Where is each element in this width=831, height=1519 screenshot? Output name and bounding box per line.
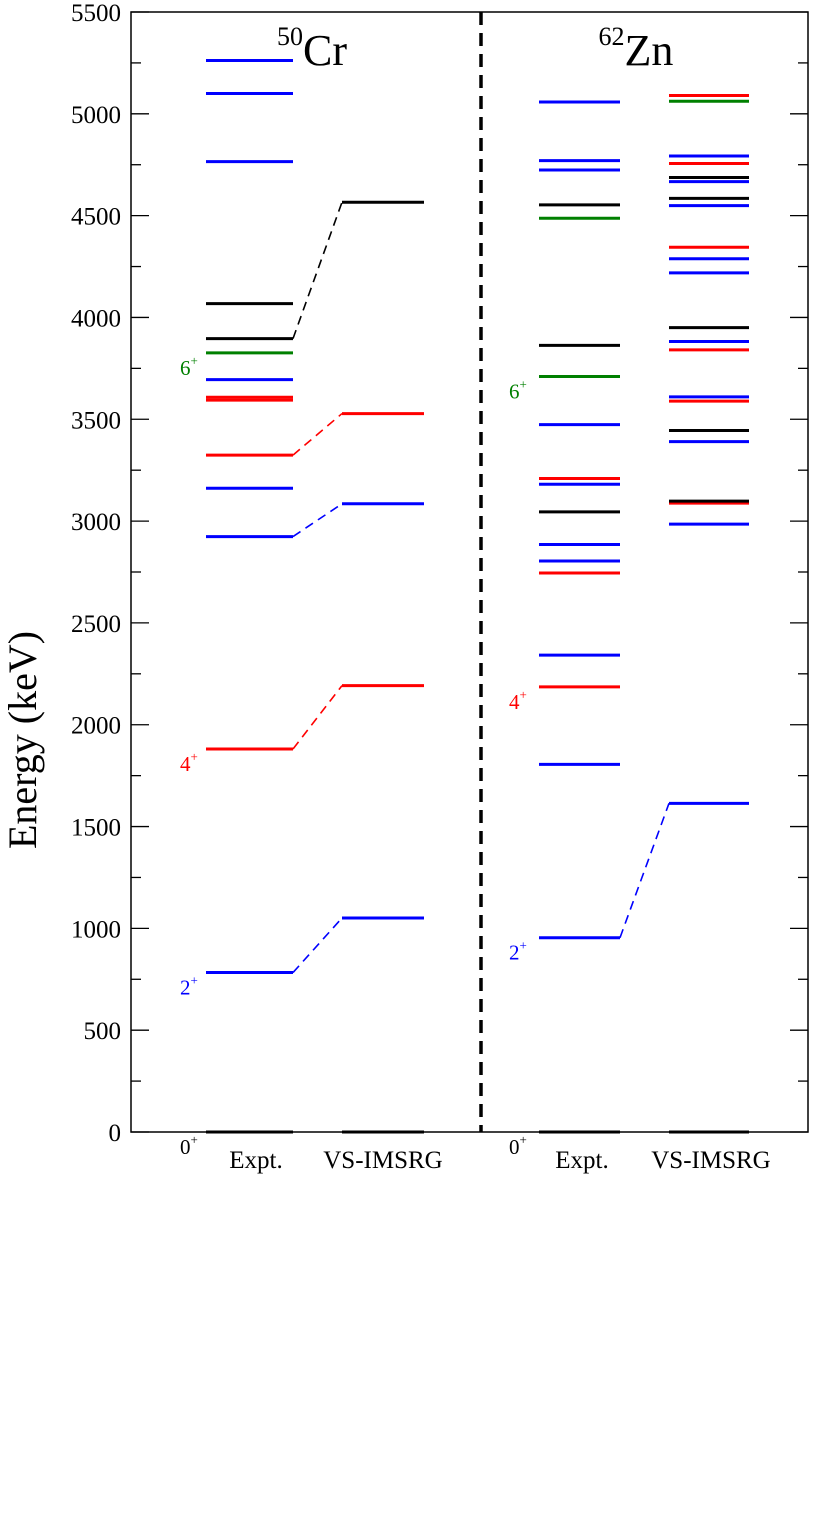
marks-group: 50Cr Expt. VS-IMSRG 0+ 2+ 4+ 6+ 62Zn Expt. VS-IMS… [180,22,771,1174]
y-tick-label: 2500 [71,611,121,638]
y-axis-label: Energy (keV) [0,631,45,849]
nucleus-label: 50Cr [277,22,347,75]
y-tick-label: 5500 [71,0,121,27]
spin-label: 6+ [180,353,198,380]
axes-group: 0 500 1000 1500 2000 2500 3000 3500 4000 4500 5000… [71,0,809,1147]
column-label: VS-IMSRG [323,1147,442,1174]
y-tick-label: 5000 [71,102,121,129]
column-label: Expt. [555,1147,608,1174]
connector-line [292,503,343,538]
y-tick-label: 1000 [71,916,121,943]
spin-label: 2+ [509,938,527,965]
spin-label: 4+ [180,749,198,776]
connector-line [292,412,343,456]
spin-label: 0+ [509,1132,527,1159]
y-tick-label: 3000 [71,509,121,536]
connector-line [292,685,343,750]
column-label: Expt. [229,1147,282,1174]
y-tick-label: 500 [84,1018,122,1045]
y-tick-label: 3500 [71,407,121,434]
plot-frame [130,11,809,1133]
connector-line [292,917,343,974]
y-tick-label: 2000 [71,713,121,740]
spin-label: 4+ [509,687,527,714]
nucleus-label: 62Zn [599,22,674,75]
y-tick-label: 4000 [71,305,121,332]
y-tick-label: 0 [109,1120,122,1147]
spin-label: 0+ [180,1132,198,1159]
y-tick-label: 4500 [71,204,121,231]
spin-label: 6+ [509,377,527,404]
column-label: VS-IMSRG [651,1147,770,1174]
connector-line [292,201,343,339]
spin-label: 2+ [180,973,198,1000]
y-tick-label: 1500 [71,815,121,842]
connector-line [619,803,670,939]
